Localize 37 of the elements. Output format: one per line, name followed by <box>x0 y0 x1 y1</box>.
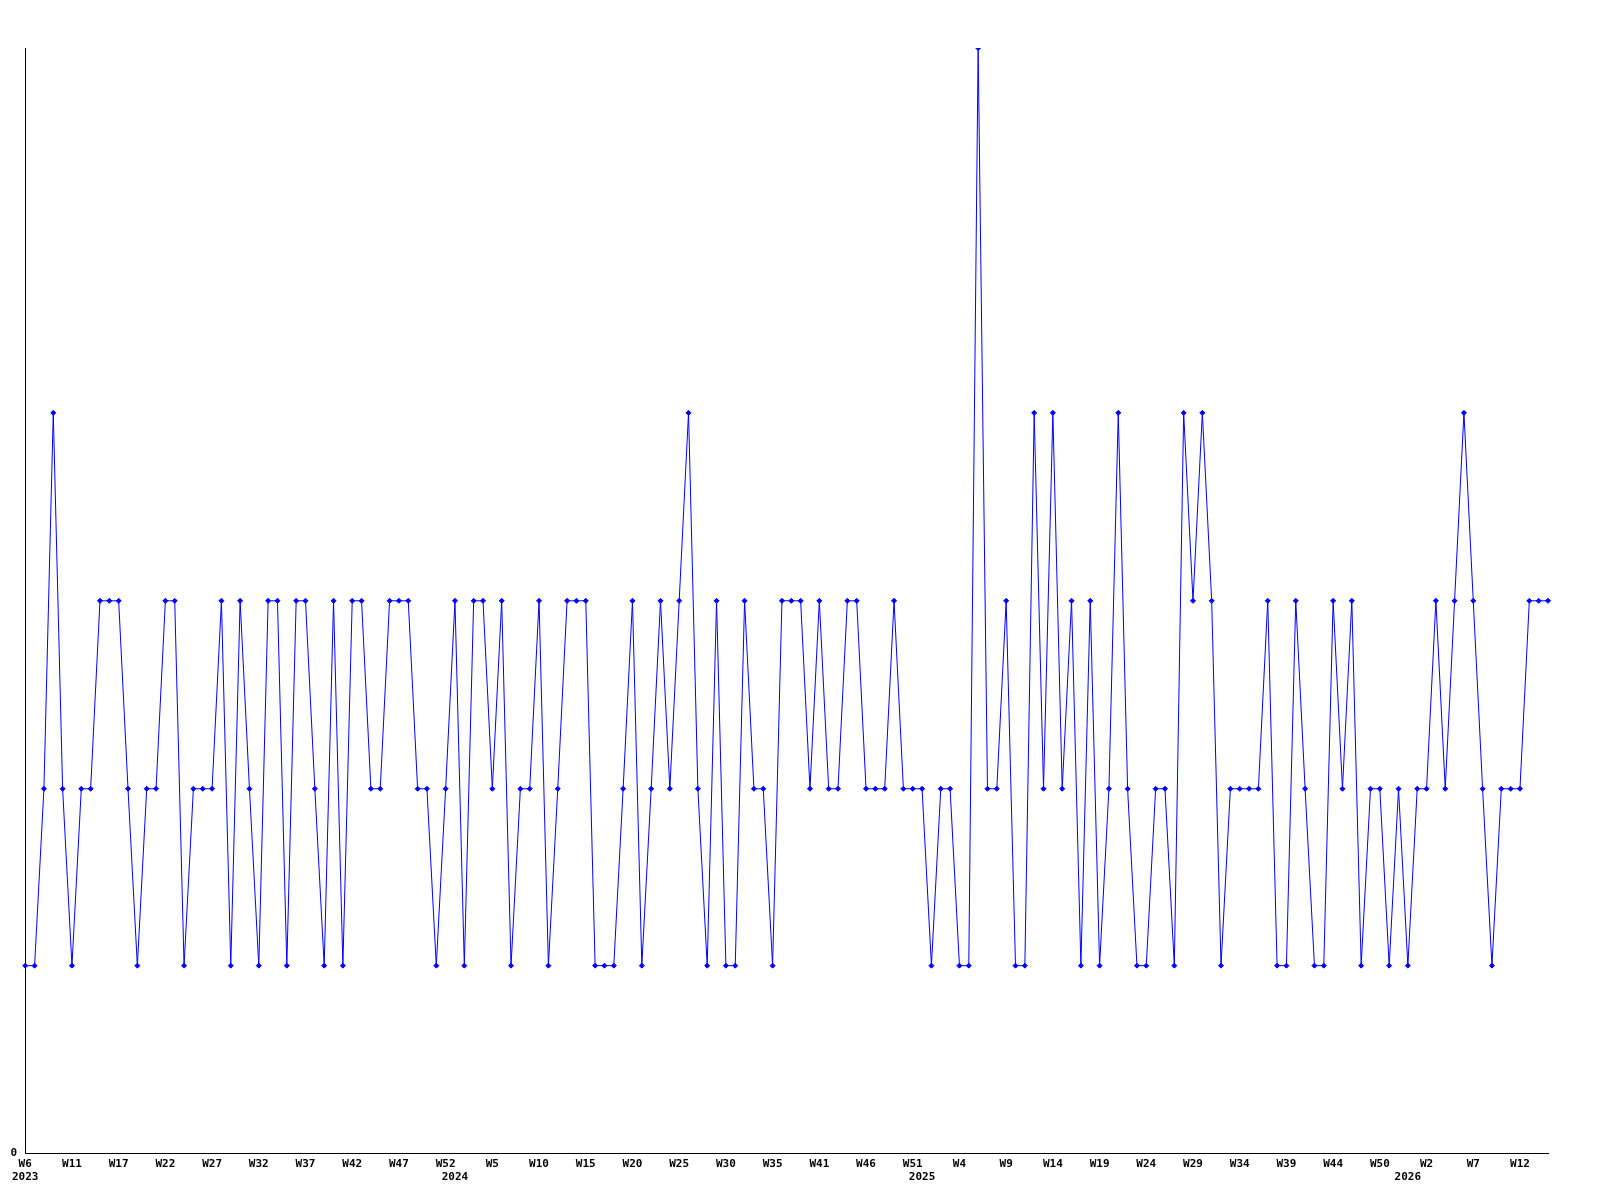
x-tick-label: W50 <box>1369 1157 1390 1171</box>
x-tick-label: W9 <box>999 1157 1013 1171</box>
x-tick-label: W27 <box>202 1157 223 1171</box>
x-tick-label: W25 <box>669 1157 690 1171</box>
x-tick-label: 2026 <box>1394 1170 1422 1184</box>
x-tick-label: W46 <box>856 1157 877 1171</box>
x-tick-label: W52 <box>435 1157 456 1171</box>
x-tick-label: W47 <box>388 1157 409 1171</box>
x-tick-label: W32 <box>248 1157 269 1171</box>
x-tick-label: W10 <box>529 1157 549 1171</box>
x-tick-label: W37 <box>295 1157 316 1171</box>
x-tick-label: W44 <box>1323 1157 1344 1171</box>
text: 0 <box>10 1146 18 1160</box>
x-tick-label: W20 <box>622 1157 643 1171</box>
x-tick-label: W30 <box>715 1157 736 1171</box>
x-tick-label: W34 <box>1229 1157 1251 1171</box>
x-tick-label: W51 <box>902 1157 924 1171</box>
x-tick-label: W41 <box>809 1157 830 1171</box>
x-tick-label: W14 <box>1042 1157 1064 1171</box>
x-tick-label: W42 <box>342 1157 363 1171</box>
x-tick-label: W17 <box>108 1157 129 1171</box>
x-tick-label: W22 <box>155 1157 176 1171</box>
x-tick-label: W11 <box>62 1157 83 1171</box>
x-tick-label: 2025 <box>908 1170 936 1184</box>
x-tick-label: W4 <box>952 1157 967 1171</box>
x-tick-label: W29 <box>1183 1157 1203 1171</box>
x-tick-label: W15 <box>575 1157 596 1171</box>
x-tick-label: 2024 <box>441 1170 469 1184</box>
x-tick-label: W39 <box>1276 1157 1297 1171</box>
x-tick-label: W19 <box>1089 1157 1110 1171</box>
x-tick-label: W6 2023 <box>12 1157 39 1184</box>
x-tick-label: W35 <box>762 1157 783 1171</box>
x-tick-label: W2 <box>1419 1157 1434 1171</box>
x-tick-label: W24 <box>1136 1157 1157 1171</box>
x-tick-label: W7 <box>1466 1157 1480 1171</box>
x-tick-label: W5 <box>485 1157 499 1171</box>
x-tick-label: W12 <box>1510 1157 1530 1171</box>
